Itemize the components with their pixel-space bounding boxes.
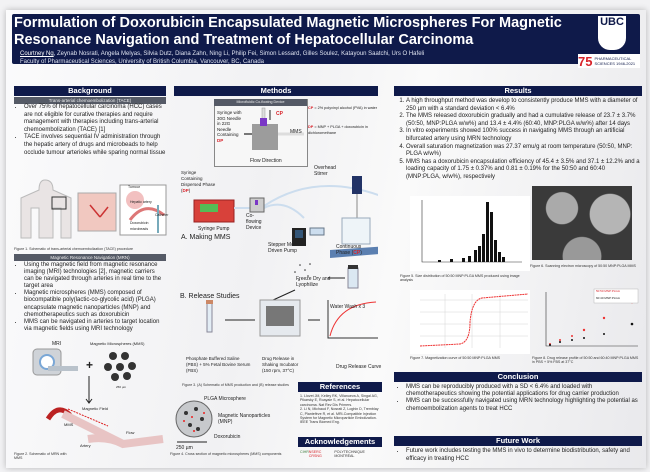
mrn-figure: + bbox=[32, 348, 164, 449]
scale-label: 250 µm bbox=[116, 385, 127, 389]
anniversary-badge: 75 PHARMACEUTICAL SCIENCES 1946-2021 bbox=[578, 54, 640, 69]
section-b-label: B. Release Studies bbox=[180, 293, 240, 300]
author-list: Courtney Ng, Zeynab Nosrati, Angela Mely… bbox=[20, 51, 424, 57]
mms-label: Magnetic Microspheres (MMS) bbox=[90, 341, 145, 346]
freeze-dry-label: Freeze Dry and Lyophilize bbox=[296, 276, 331, 288]
background-bullets-2: Using the magnetic field from magnetic r… bbox=[14, 262, 166, 333]
syringe-pump-label: Syringe Pump bbox=[198, 226, 230, 232]
magnetization-curve bbox=[410, 290, 530, 354]
figure-1-caption: Figure 1. Schematic of trans-arterial ch… bbox=[14, 247, 133, 251]
inset-device bbox=[244, 107, 304, 150]
scale-bar-label: 250 µm bbox=[176, 445, 193, 451]
figure-6-caption: Figure 6. Scanning electron microscopy o… bbox=[530, 264, 636, 268]
continuous-phase-label: Continuous Phase (CP) bbox=[336, 244, 362, 256]
coauthors: , Zeynab Nosrati, Angela Melyas, Silvia … bbox=[53, 51, 425, 57]
dp-definition: DP = MNP + PLGA + doxorubicin in dichlor… bbox=[308, 125, 368, 135]
stirrer-label: Overhead Stirrer bbox=[314, 165, 336, 177]
magnetic-field-label: Magnetic Field bbox=[82, 406, 109, 411]
flow-label: Flow bbox=[126, 430, 135, 435]
tace-subheading: Trans-arterial chemoembolization (TACE) bbox=[14, 97, 166, 104]
figure-3-caption: Figure 3. (A) Schematic of MMS productio… bbox=[182, 383, 289, 387]
affiliation: Faculty of Pharmaceutical Sciences, Univ… bbox=[20, 59, 264, 65]
polytechnique-logo: POLYTECHNIQUE MONTRÉAL bbox=[334, 450, 365, 458]
syringe-dp-label: Syringe Containing Dispersed Phase (DP) bbox=[181, 170, 216, 193]
sponsor-logos: CIHR NSERC CRSNG POLYTECHNIQUE MONTRÉAL bbox=[300, 450, 384, 458]
figure-2-caption: Figure 2. Schematic of MRN with MMS bbox=[14, 452, 67, 461]
inset-cp-label: CP bbox=[276, 111, 283, 117]
inset-title: Microfluidic Co-flowing Device bbox=[214, 99, 307, 106]
methods-heading: Methods bbox=[174, 86, 378, 96]
mms-short-label: MMS bbox=[64, 422, 74, 427]
mnp-label: Magnetic Nanoparticles (MNP) bbox=[218, 413, 271, 425]
mms-cross-section bbox=[175, 400, 213, 443]
section-a-label: A. Making MMS bbox=[181, 234, 231, 241]
inset-flow-label: Flow Direction bbox=[250, 158, 282, 164]
results-heading: Results bbox=[394, 86, 642, 96]
results-list: A high throughput method was develop to … bbox=[396, 98, 640, 182]
ubc-logo: UBC bbox=[598, 16, 626, 50]
figure-8-caption: Figure 8. Drug release profile of 50:50 … bbox=[532, 356, 639, 365]
mri-label: MRI bbox=[52, 341, 62, 347]
future-work-heading: Future Work bbox=[394, 436, 642, 446]
legend-60-40: 60:40 MNP:PLGA bbox=[596, 296, 620, 300]
label-microbeads: Doxorubicin microbeads bbox=[130, 221, 149, 231]
label-catheter: Catheter bbox=[155, 213, 169, 217]
svg-text:+: + bbox=[86, 358, 93, 372]
cihr-logo: CIHR bbox=[300, 450, 309, 454]
figure-5-caption: Figure 5. Size distribution of 50:50 MNP… bbox=[400, 274, 520, 283]
drug-release-plot bbox=[545, 288, 639, 347]
reference-1: 1. Llovet JM, Kelley RK, Villanueva A, S… bbox=[300, 394, 378, 407]
plga-label: PLGA Microsphere bbox=[204, 396, 246, 402]
water-wash-label: Water Wash x 3 bbox=[330, 304, 366, 310]
doxorubicin-label: Doxorubicin bbox=[214, 434, 241, 440]
artery-label: Artery bbox=[80, 443, 91, 448]
mms-setup-figure bbox=[193, 176, 378, 258]
mrn-subheading: Magnetic Resonance Navigation (MRN) bbox=[14, 254, 166, 261]
stepper-pump-label: Stepper Motor Driven Pump bbox=[268, 242, 300, 254]
references-heading: References bbox=[298, 382, 382, 392]
conclusion-bullets: MMS can be reproducibly produced with a … bbox=[396, 384, 640, 413]
poster-title: Formulation of Doxorubicin Encapsulated … bbox=[14, 15, 562, 48]
title-banner bbox=[12, 14, 640, 64]
label-tumour: Tumour bbox=[128, 185, 140, 189]
future-work-bullets: Future work includes testing the MMS in … bbox=[396, 448, 640, 463]
label-hepatic-artery: Hepatic artery bbox=[130, 200, 152, 204]
figure-4-caption: Figure 4. Cross section of magnetic micr… bbox=[170, 452, 282, 456]
figure-7-caption: Figure 7. Magnetization curve of 50:50 M… bbox=[410, 356, 501, 360]
references-list: 1. Llovet JM, Kelley RK, Villanueva A, S… bbox=[300, 394, 380, 425]
sem-image bbox=[532, 186, 632, 260]
coflow-device-label: Co-flowing Device bbox=[246, 213, 262, 231]
inset-syringe-label: Syringe with 30G Needle in 22G Needle Co… bbox=[217, 110, 242, 143]
incubator-label: Drug Release in Shaking Incubator (150 r… bbox=[262, 356, 299, 373]
inset-mms-label: MMS bbox=[290, 129, 302, 135]
background-bullets-1: Over 75% of hepatocellular carcinoma (HC… bbox=[14, 104, 166, 157]
pbs-label: Phosphate Buffered Saline (PBS) + 5% Fet… bbox=[186, 356, 251, 373]
reference-2: 2. Li N, Michaud F, Nosrati Z, Loghin D,… bbox=[300, 407, 379, 425]
tace-figure bbox=[20, 179, 167, 239]
release-figure bbox=[206, 263, 378, 339]
acknowledgements-heading: Acknowledgements bbox=[298, 437, 382, 447]
presenting-author: Courtney Ng bbox=[20, 51, 54, 57]
legend-50-50: 50:50 MNP:PLGA bbox=[596, 289, 620, 293]
cp-definition: CP = 2% polyvinyl alcohol (PVA) in water bbox=[308, 106, 378, 110]
size-distribution-histogram bbox=[410, 196, 530, 271]
drug-release-curve-label: Drug Release Curve bbox=[336, 364, 382, 370]
background-heading: Background bbox=[14, 86, 166, 96]
nserc-logo: NSERC CRSNG bbox=[308, 450, 322, 458]
conclusion-heading: Conclusion bbox=[394, 372, 642, 382]
